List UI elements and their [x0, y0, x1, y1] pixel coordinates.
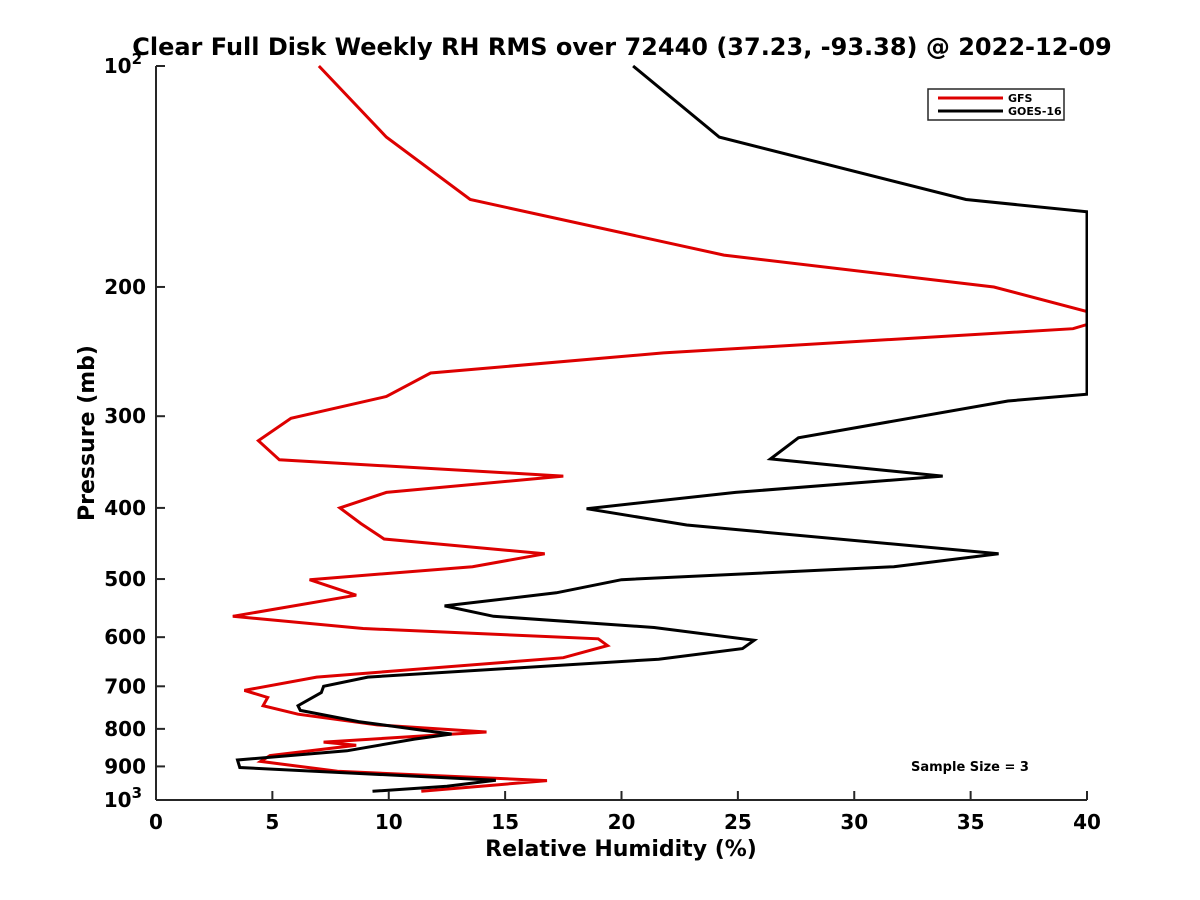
x-tick-label: 25	[724, 810, 752, 834]
series-line-gfs	[232, 64, 1088, 793]
x-tick-label: 20	[608, 810, 636, 834]
x-tick-label: 35	[957, 810, 985, 834]
y-axis-ticks: 102 200 300 400 500 600 700 800 900 103	[104, 50, 165, 812]
y-tick-label: 400	[104, 496, 146, 520]
legend: GFS GOES-16	[927, 88, 1065, 121]
x-tick-label: 10	[375, 810, 403, 834]
x-axis-ticks: 0 5 10 15 20 25 30 35 40	[149, 791, 1101, 834]
x-axis-label: Relative Humidity (%)	[485, 837, 757, 862]
y-tick-label: 200	[104, 275, 146, 299]
plot-area	[232, 64, 1088, 793]
x-tick-label: 5	[265, 810, 279, 834]
x-tick-label: 40	[1073, 810, 1101, 834]
legend-box	[927, 88, 1065, 121]
x-tick-label: 0	[149, 810, 163, 834]
y-axis-label: Pressure (mb)	[75, 345, 100, 521]
legend-label-goes16: GOES-16	[1008, 105, 1062, 118]
y-tick-label: 500	[104, 567, 146, 591]
sample-size-annotation: Sample Size = 3	[911, 760, 1029, 775]
chart-title: Clear Full Disk Weekly RH RMS over 72440…	[132, 33, 1112, 61]
x-tick-label: 30	[840, 810, 868, 834]
y-tick-label: 300	[104, 404, 146, 428]
y-tick-label: 103	[104, 784, 142, 812]
y-tick-label: 700	[104, 674, 146, 698]
series-line-goes16	[235, 64, 1088, 793]
y-tick-label: 900	[104, 754, 146, 778]
legend-label-gfs: GFS	[1008, 92, 1033, 105]
y-tick-label: 102	[104, 50, 142, 78]
y-tick-label: 800	[104, 717, 146, 741]
y-tick-label: 600	[104, 625, 146, 649]
x-tick-label: 15	[491, 810, 519, 834]
